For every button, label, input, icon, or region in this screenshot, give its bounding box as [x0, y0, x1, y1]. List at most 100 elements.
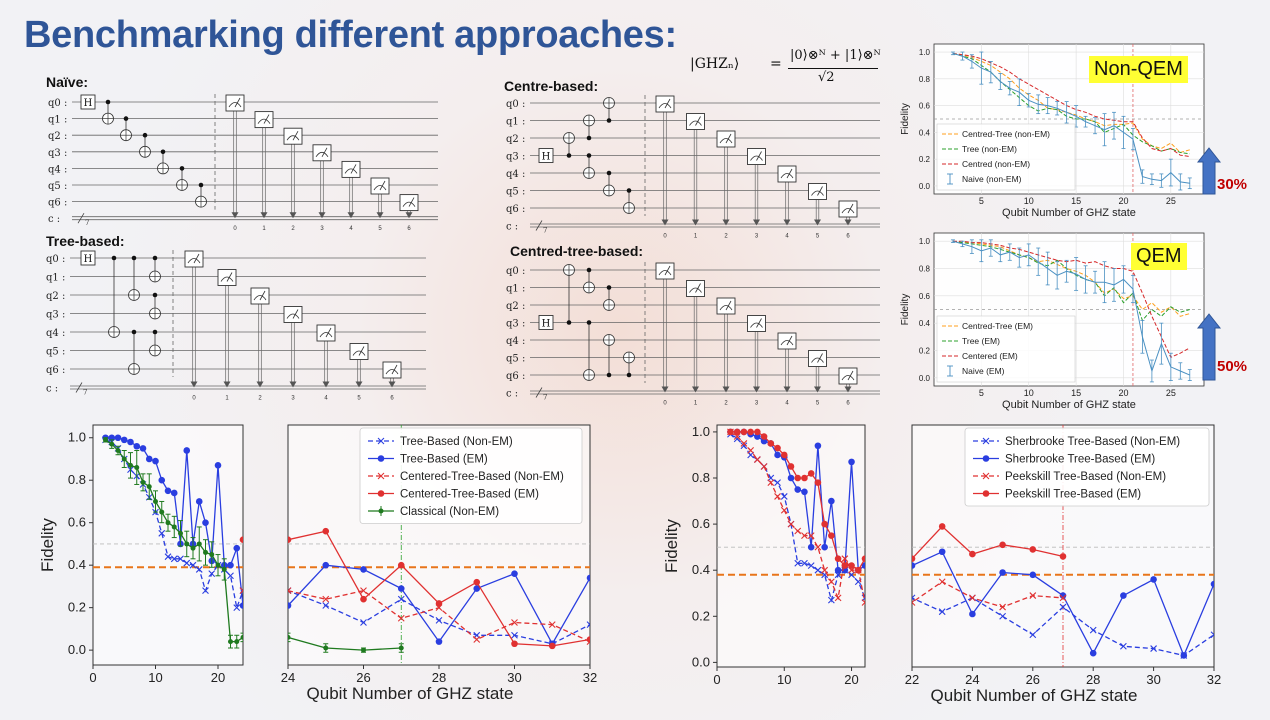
- hadamard-label: H: [84, 98, 93, 109]
- meter-needle: [379, 180, 386, 191]
- legend-marker: [377, 490, 385, 497]
- x-tick-label: 20: [844, 672, 858, 687]
- data-point: [1150, 576, 1157, 583]
- clbit-index: 1: [225, 396, 229, 402]
- clbit-index: 4: [785, 401, 789, 407]
- data-point: [814, 566, 822, 574]
- data-point: [397, 561, 405, 569]
- data-point: [861, 599, 865, 604]
- data-point: [288, 634, 291, 640]
- data-point: [733, 435, 741, 443]
- meter-needle: [292, 131, 299, 141]
- data-point: [246, 596, 252, 602]
- meter-arc: [257, 118, 271, 124]
- series-centred-tree-non-em-: [952, 52, 1190, 154]
- data-point: [814, 479, 822, 486]
- legend-box: [359, 427, 583, 524]
- data-point: [227, 572, 234, 580]
- x-tick-label: 24: [281, 670, 295, 685]
- data-point: [787, 474, 795, 482]
- data-point: [586, 623, 590, 629]
- qubit-label: q2 :: [48, 131, 67, 142]
- data-point: [1210, 633, 1214, 639]
- y-tick-label: 1.0: [68, 430, 86, 445]
- data-point: [1029, 592, 1037, 599]
- measure-gate: [341, 160, 361, 178]
- legend-marker: [378, 508, 384, 514]
- meter-needle: [292, 309, 299, 319]
- control-dot: [142, 132, 148, 138]
- control-dot: [586, 135, 592, 141]
- control-dot: [566, 153, 572, 158]
- measure-gate: [283, 127, 303, 145]
- legend-marker: [377, 437, 385, 445]
- qubit-label: q5 :: [48, 181, 67, 192]
- hadamard-gate: [80, 250, 96, 266]
- qubit-label: q1 :: [506, 284, 525, 295]
- data-point: [548, 642, 556, 650]
- data-point: [1210, 580, 1214, 588]
- measure-gate: [184, 250, 204, 268]
- data-point: [165, 520, 171, 526]
- data-point: [133, 442, 141, 450]
- data-point: [139, 445, 147, 452]
- control-dot: [626, 372, 632, 378]
- y-tick-label: 0.2: [692, 608, 710, 623]
- clbit-index: 6: [407, 226, 411, 232]
- control-dot: [105, 99, 111, 105]
- meter-arc: [811, 357, 824, 363]
- qubit-label: q5 :: [506, 354, 525, 365]
- data-point: [203, 549, 208, 555]
- data-point: [511, 640, 518, 648]
- legend-label: Centred-Tree (EM): [962, 321, 1033, 331]
- qubit-label: q0 :: [48, 98, 67, 109]
- measure-gate: [382, 361, 402, 379]
- data-point: [511, 631, 518, 639]
- meter-arc: [750, 322, 763, 328]
- data-point: [747, 428, 754, 436]
- legend-label: Tree-Based (Non-EM): [400, 436, 513, 448]
- qubit-label: c :: [506, 222, 518, 233]
- data-point: [164, 553, 172, 561]
- meter-arc: [841, 375, 855, 381]
- data-point: [1089, 626, 1097, 634]
- x-tick-label: 15: [1071, 388, 1081, 398]
- data-point: [171, 524, 177, 530]
- data-point: [1089, 649, 1097, 657]
- qubit-label: q6 :: [48, 198, 67, 209]
- meter-needle: [786, 335, 793, 346]
- data-point: [747, 446, 755, 454]
- measure-arrow: [355, 381, 363, 388]
- data-point: [801, 532, 808, 540]
- x-tick-label: 32: [1207, 672, 1221, 687]
- data-point: [1029, 631, 1037, 639]
- creg-slash: [75, 382, 83, 393]
- clbit-index: 2: [724, 234, 728, 240]
- x-tick-label: 10: [148, 670, 162, 685]
- qubit-label: q1 :: [48, 115, 67, 126]
- qubit-label: q5 :: [506, 187, 525, 198]
- meter-arc: [352, 350, 366, 356]
- data-point: [814, 543, 822, 551]
- qubit-label: q4 :: [46, 328, 65, 339]
- y-tick-label: 0.8: [919, 265, 931, 274]
- clbit-index: 3: [291, 396, 295, 402]
- y-tick-label: 1.0: [692, 424, 710, 439]
- y-tick-label: 0.4: [919, 128, 931, 137]
- measure-arrow: [260, 212, 268, 219]
- data-point: [209, 552, 215, 558]
- data-point: [801, 559, 808, 567]
- legend-marker: [982, 472, 990, 480]
- clbit-index: 3: [755, 401, 759, 407]
- series-line: [952, 240, 1191, 358]
- data-point: [1029, 546, 1037, 553]
- data-point: [794, 486, 802, 493]
- x-tick-label: 28: [1086, 672, 1100, 687]
- data-point: [170, 489, 178, 497]
- data-point: [879, 567, 886, 574]
- y-tick-label: 0.8: [68, 472, 86, 487]
- formula-numerator: |0⟩⊗ᴺ + |1⟩⊗ᴺ: [790, 48, 881, 63]
- y-tick-label: 0.6: [919, 102, 931, 111]
- meter-needle: [358, 346, 365, 356]
- data-point: [1059, 603, 1067, 611]
